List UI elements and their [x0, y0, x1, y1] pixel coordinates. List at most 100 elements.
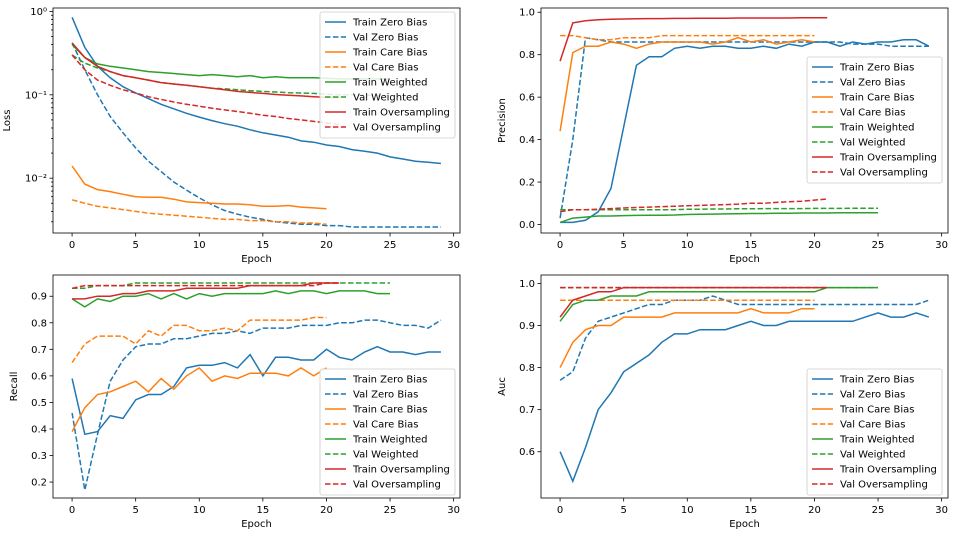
legend-label-val-oversampling: Val Oversampling [353, 123, 441, 134]
y-tick-label: 0.6 [31, 371, 47, 382]
legend-label-val-zero-bias: Val Zero Bias [353, 390, 418, 401]
x-tick-label: 0 [557, 240, 563, 251]
x-tick-label: 15 [256, 505, 269, 516]
legend-label-train-care-bias: Train Care Bias [352, 48, 427, 59]
legend-label-val-oversampling: Val Oversampling [353, 480, 441, 491]
y-axis-label: Loss [2, 110, 13, 132]
legend-label-train-oversampling: Train Oversampling [352, 465, 450, 476]
legend-box [319, 11, 456, 139]
y-tick-label: 0.8 [31, 318, 47, 329]
series-line-val-oversampling [71, 54, 340, 126]
series-line-train-care-bias [559, 36, 815, 132]
legend-label-val-zero-bias: Val Zero Bias [353, 33, 418, 44]
x-tick-label: 20 [320, 505, 333, 516]
x-tick-label: 0 [69, 240, 75, 251]
axes-frame [52, 274, 461, 499]
series-line-train-zero-bias [559, 312, 930, 484]
y-tick-label: 0.7 [31, 345, 47, 356]
legend-label-val-weighted: Val Weighted [840, 138, 906, 149]
y-tick-label: 0.8 [519, 363, 535, 374]
legend: Train Zero Bias Val Zero Bias Train Care B… [319, 11, 456, 139]
x-tick-label: 15 [744, 240, 757, 251]
legend-label-train-weighted: Train Weighted [352, 435, 428, 446]
y-tick-label: 0.8 [519, 50, 535, 61]
legend-label-val-weighted: Val Weighted [353, 93, 419, 104]
x-tick-label: 30 [447, 240, 460, 251]
x-axis-label: Epoch [729, 519, 760, 530]
y-tick-label: 0.6 [519, 93, 535, 104]
series-line-train-care-bias [559, 307, 815, 368]
x-tick-label: 25 [872, 505, 885, 516]
legend-label-val-care-bias: Val Care Bias [840, 108, 905, 119]
legend: Train Zero Bias Val Zero Bias Train Care B… [806, 368, 943, 496]
subplot-auc: 0 5 10 15 20 25 30 0.6 0.7 0.8 0.9 1.0 Epoch Auc Train… [497, 274, 949, 530]
subplot-precision: 0 5 10 15 20 25 30 0.0 0.2 0.4 0.6 0.8 1.0 Epoch Preci… [497, 7, 949, 265]
legend-label-val-zero-bias: Val Zero Bias [840, 390, 905, 401]
x-tick-label: 25 [384, 505, 397, 516]
legend: Train Zero Bias Val Zero Bias Train Care B… [319, 368, 456, 496]
series-line-val-weighted [560, 207, 878, 211]
series-line-val-zero-bias [71, 42, 441, 228]
y-tick-label: 10⁰ [30, 7, 47, 18]
y-tick-label: 1.0 [519, 279, 535, 290]
x-axis-label: Epoch [241, 519, 272, 530]
legend: Train Zero Bias Val Zero Bias Train Care B… [806, 56, 943, 184]
legend-box [319, 368, 456, 496]
legend-label-train-weighted: Train Weighted [839, 435, 915, 446]
y-tick-label: 0.4 [519, 135, 535, 146]
series-line-train-oversampling [559, 17, 828, 62]
legend-label-train-oversampling: Train Oversampling [352, 108, 450, 119]
axes-frame [52, 7, 461, 234]
x-tick-label: 10 [193, 240, 206, 251]
y-tick-label: 0.0 [519, 220, 535, 231]
series-line-train-care-bias [71, 366, 327, 432]
x-axis-label: Epoch [241, 254, 272, 265]
y-tick-label: 0.7 [519, 405, 535, 416]
x-tick-label: 25 [384, 240, 397, 251]
subplot-loss: 0 5 10 15 20 25 30 10⁻² 10⁻¹ 10⁰ Epoch Loss Train Ze… [2, 7, 461, 265]
legend-label-train-oversampling: Train Oversampling [839, 465, 937, 476]
y-tick-label: 0.5 [31, 398, 47, 409]
axes-frame [540, 274, 949, 499]
series-line-train-weighted [559, 212, 878, 224]
x-tick-label: 30 [935, 240, 948, 251]
x-tick-label: 10 [193, 505, 206, 516]
x-tick-label: 0 [557, 505, 563, 516]
y-tick-label: 10⁻¹ [25, 90, 47, 101]
series-line-train-weighted [71, 290, 390, 308]
legend-label-train-oversampling: Train Oversampling [839, 153, 937, 164]
x-tick-label: 20 [320, 240, 333, 251]
y-tick-label: 1.0 [519, 8, 535, 19]
x-tick-label: 15 [256, 240, 269, 251]
legend-label-val-oversampling: Val Oversampling [840, 480, 928, 491]
legend-label-val-zero-bias: Val Zero Bias [840, 78, 905, 89]
legend-label-train-zero-bias: Train Zero Bias [352, 375, 427, 386]
legend-box [806, 368, 943, 496]
y-tick-label: 0.2 [31, 478, 47, 489]
legend-label-train-care-bias: Train Care Bias [839, 405, 914, 416]
legend-box [806, 56, 943, 184]
series-line-val-zero-bias [559, 36, 929, 219]
x-tick-label: 5 [620, 505, 626, 516]
y-tick-label: 0.9 [519, 321, 535, 332]
legend-label-val-weighted: Val Weighted [840, 450, 906, 461]
y-tick-label: 0.4 [31, 424, 47, 435]
x-tick-label: 5 [132, 505, 138, 516]
series-line-val-oversampling [559, 198, 828, 213]
legend-label-train-zero-bias: Train Zero Bias [352, 18, 427, 29]
x-tick-label: 15 [744, 505, 757, 516]
legend-label-train-care-bias: Train Care Bias [839, 93, 914, 104]
axes-frame [540, 7, 949, 234]
x-axis-label: Epoch [729, 254, 760, 265]
x-tick-label: 30 [447, 505, 460, 516]
x-tick-label: 10 [681, 505, 694, 516]
legend-label-train-care-bias: Train Care Bias [352, 405, 427, 416]
legend-label-train-zero-bias: Train Zero Bias [839, 63, 914, 74]
series-line-val-oversampling [71, 282, 340, 290]
legend-label-val-care-bias: Val Care Bias [353, 63, 418, 74]
y-tick-label: 0.9 [31, 292, 47, 303]
legend-label-train-zero-bias: Train Zero Bias [839, 375, 914, 386]
x-tick-label: 5 [132, 240, 138, 251]
x-tick-label: 10 [681, 240, 694, 251]
y-tick-label: 0.2 [519, 178, 535, 189]
